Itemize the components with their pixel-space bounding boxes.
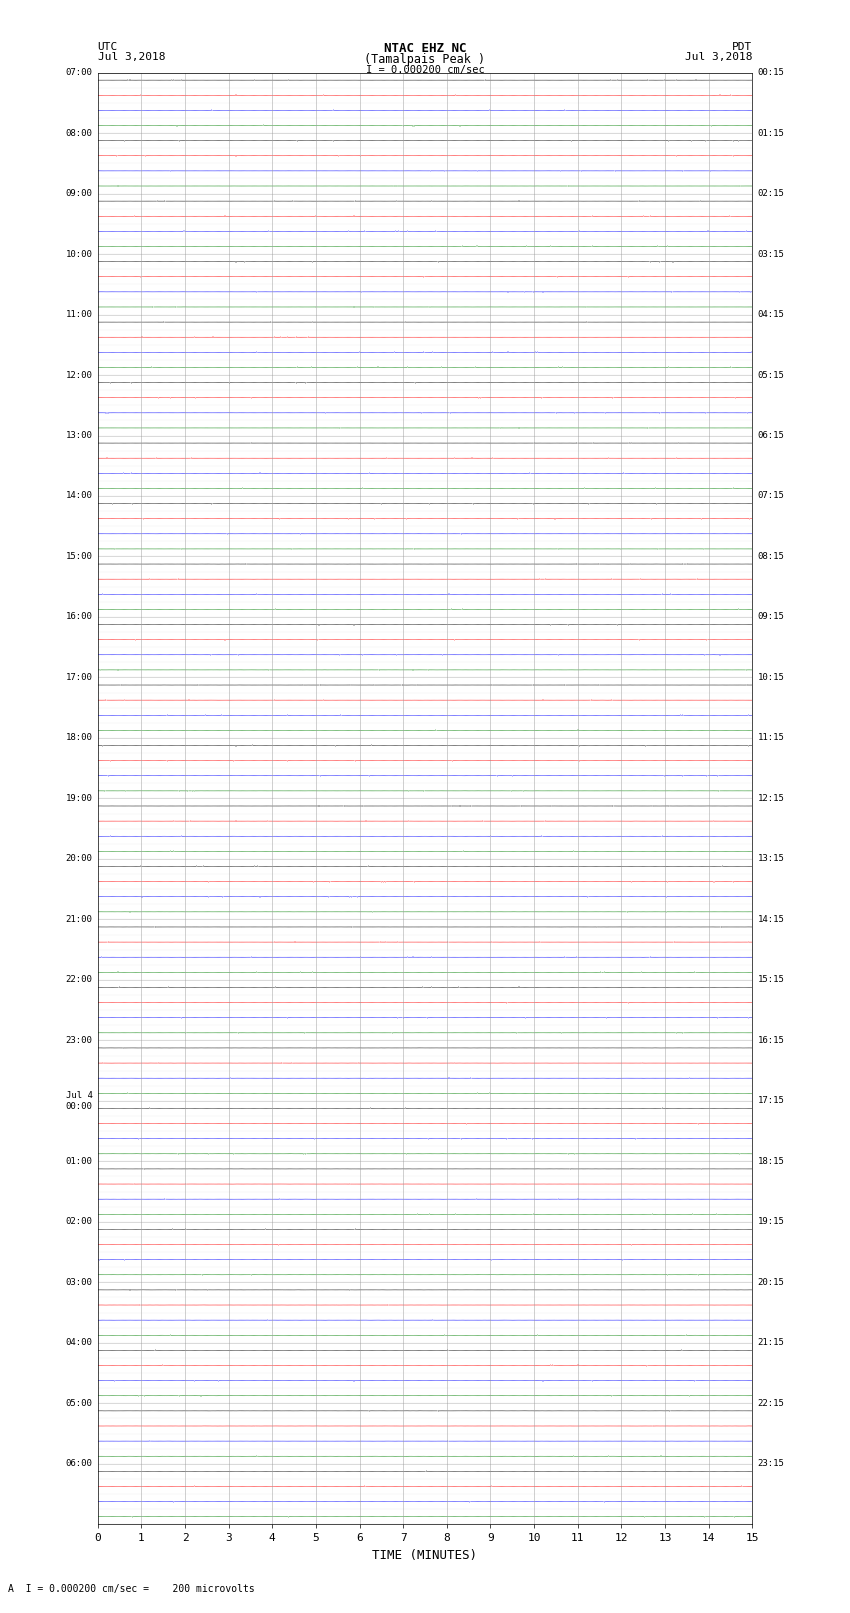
- Text: 01:00: 01:00: [65, 1157, 93, 1166]
- Text: 13:15: 13:15: [757, 855, 785, 863]
- Text: 22:00: 22:00: [65, 976, 93, 984]
- Text: 02:00: 02:00: [65, 1218, 93, 1226]
- Text: 21:00: 21:00: [65, 915, 93, 924]
- Text: UTC: UTC: [98, 42, 118, 52]
- Text: 04:00: 04:00: [65, 1339, 93, 1347]
- Text: 05:15: 05:15: [757, 371, 785, 379]
- Text: 17:15: 17:15: [757, 1097, 785, 1105]
- Text: Jul 3,2018: Jul 3,2018: [98, 52, 165, 61]
- Text: 15:15: 15:15: [757, 976, 785, 984]
- Text: 18:15: 18:15: [757, 1157, 785, 1166]
- Text: 09:00: 09:00: [65, 189, 93, 198]
- Text: 06:15: 06:15: [757, 431, 785, 440]
- Text: 23:00: 23:00: [65, 1036, 93, 1045]
- Text: 11:00: 11:00: [65, 310, 93, 319]
- Text: 07:00: 07:00: [65, 68, 93, 77]
- Text: 11:15: 11:15: [757, 734, 785, 742]
- Text: Jul 4
00:00: Jul 4 00:00: [65, 1090, 93, 1111]
- Text: 08:00: 08:00: [65, 129, 93, 137]
- Text: 14:15: 14:15: [757, 915, 785, 924]
- Text: NTAC EHZ NC: NTAC EHZ NC: [383, 42, 467, 55]
- Text: PDT: PDT: [732, 42, 752, 52]
- Text: 20:15: 20:15: [757, 1277, 785, 1287]
- Text: 20:00: 20:00: [65, 855, 93, 863]
- Text: 06:00: 06:00: [65, 1460, 93, 1468]
- Text: 12:00: 12:00: [65, 371, 93, 379]
- Text: 10:15: 10:15: [757, 673, 785, 682]
- Text: 00:15: 00:15: [757, 68, 785, 77]
- Text: (Tamalpais Peak ): (Tamalpais Peak ): [365, 53, 485, 66]
- Text: 16:15: 16:15: [757, 1036, 785, 1045]
- Text: 19:00: 19:00: [65, 794, 93, 803]
- Text: 07:15: 07:15: [757, 492, 785, 500]
- Text: A  I = 0.000200 cm/sec =    200 microvolts: A I = 0.000200 cm/sec = 200 microvolts: [8, 1584, 255, 1594]
- Text: 19:15: 19:15: [757, 1218, 785, 1226]
- Text: 16:00: 16:00: [65, 613, 93, 621]
- Text: 21:15: 21:15: [757, 1339, 785, 1347]
- Text: 12:15: 12:15: [757, 794, 785, 803]
- Text: 18:00: 18:00: [65, 734, 93, 742]
- Text: 13:00: 13:00: [65, 431, 93, 440]
- Text: 03:00: 03:00: [65, 1277, 93, 1287]
- Text: 22:15: 22:15: [757, 1398, 785, 1408]
- Text: 01:15: 01:15: [757, 129, 785, 137]
- Text: 14:00: 14:00: [65, 492, 93, 500]
- Text: 02:15: 02:15: [757, 189, 785, 198]
- Text: Jul 3,2018: Jul 3,2018: [685, 52, 752, 61]
- Text: 17:00: 17:00: [65, 673, 93, 682]
- Text: 03:15: 03:15: [757, 250, 785, 258]
- Text: 15:00: 15:00: [65, 552, 93, 561]
- Text: 04:15: 04:15: [757, 310, 785, 319]
- Text: 09:15: 09:15: [757, 613, 785, 621]
- Text: I = 0.000200 cm/sec: I = 0.000200 cm/sec: [366, 65, 484, 74]
- Text: 05:00: 05:00: [65, 1398, 93, 1408]
- Text: 08:15: 08:15: [757, 552, 785, 561]
- X-axis label: TIME (MINUTES): TIME (MINUTES): [372, 1548, 478, 1561]
- Text: 23:15: 23:15: [757, 1460, 785, 1468]
- Text: 10:00: 10:00: [65, 250, 93, 258]
